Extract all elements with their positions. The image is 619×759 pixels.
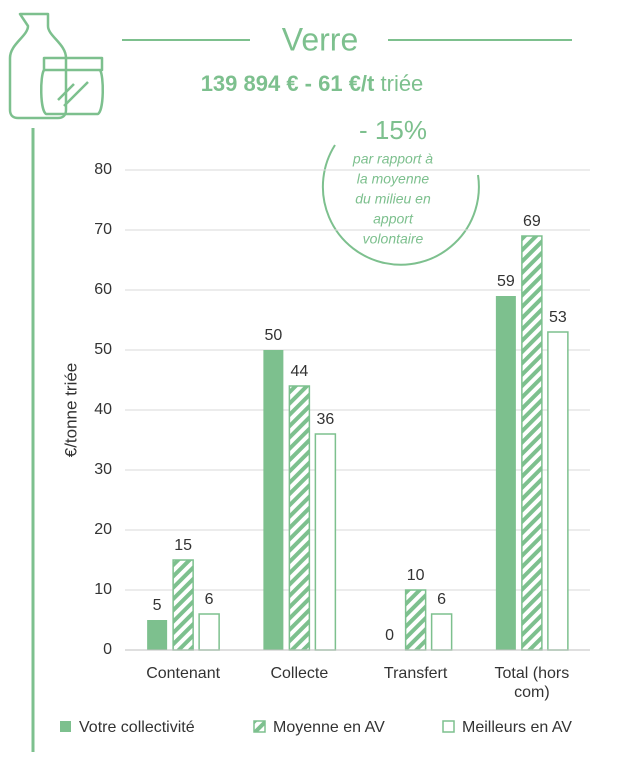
subtitle-bold: 139 894 € - 61 €/t — [201, 71, 375, 96]
annotation-arc — [321, 144, 480, 266]
x-tick-label: Total (hors com) — [494, 665, 570, 701]
x-tick-label: Collecte — [270, 665, 329, 682]
bar — [263, 350, 284, 650]
y-tick-label: 60 — [94, 281, 112, 298]
bar — [404, 589, 427, 651]
bar — [288, 385, 311, 651]
subtitle: 139 894 € - 61 €/t triée — [201, 71, 424, 96]
bar — [172, 559, 194, 651]
legend-label: Moyenne en AV — [273, 719, 385, 736]
y-tick-label: 0 — [103, 641, 112, 658]
bar — [547, 331, 569, 651]
legend-swatch — [253, 720, 266, 733]
data-label: 5 — [153, 597, 162, 614]
data-label: 10 — [407, 567, 425, 584]
y-axis-title: €/tonne triée — [61, 363, 80, 458]
data-label: 6 — [205, 591, 214, 608]
y-tick-label: 80 — [94, 161, 112, 178]
annotation-text: par rapport à — [352, 151, 433, 167]
legend-label: Votre collectivité — [79, 719, 195, 736]
y-tick-label: 20 — [94, 521, 112, 538]
annotation-text: la moyenne — [357, 171, 430, 187]
chart-title: Verre — [282, 21, 358, 57]
glass-icon — [8, 12, 104, 120]
y-tick-label: 40 — [94, 401, 112, 418]
data-label: 53 — [549, 309, 567, 326]
bar — [495, 296, 516, 650]
bar — [430, 613, 453, 651]
annotation-text: du milieu en — [355, 191, 431, 207]
annotation-text: volontaire — [363, 231, 424, 247]
subtitle-rest: triée — [381, 71, 424, 96]
annotation-text: apport — [373, 211, 414, 227]
data-label: 59 — [497, 273, 515, 290]
annotation-headline: - 15% — [359, 115, 427, 145]
y-tick-label: 70 — [94, 221, 112, 238]
y-tick-label: 50 — [94, 341, 112, 358]
y-tick-label: 10 — [94, 581, 112, 598]
bar — [198, 613, 220, 651]
bar — [147, 620, 168, 650]
x-tick-label: Contenant — [146, 665, 221, 682]
data-label: 0 — [385, 627, 394, 644]
legend-swatch — [60, 721, 71, 732]
x-tick-label: Transfert — [383, 665, 448, 682]
bar — [521, 235, 543, 651]
legend-label: Meilleurs en AV — [462, 719, 572, 736]
y-tick-label: 30 — [94, 461, 112, 478]
legend-swatch — [442, 720, 455, 733]
data-label: 50 — [264, 327, 282, 344]
data-label: 44 — [290, 363, 308, 380]
data-label: 6 — [437, 591, 446, 608]
bar — [314, 433, 337, 651]
data-label: 15 — [174, 537, 192, 554]
data-label: 69 — [523, 213, 541, 230]
data-label: 36 — [316, 411, 334, 428]
